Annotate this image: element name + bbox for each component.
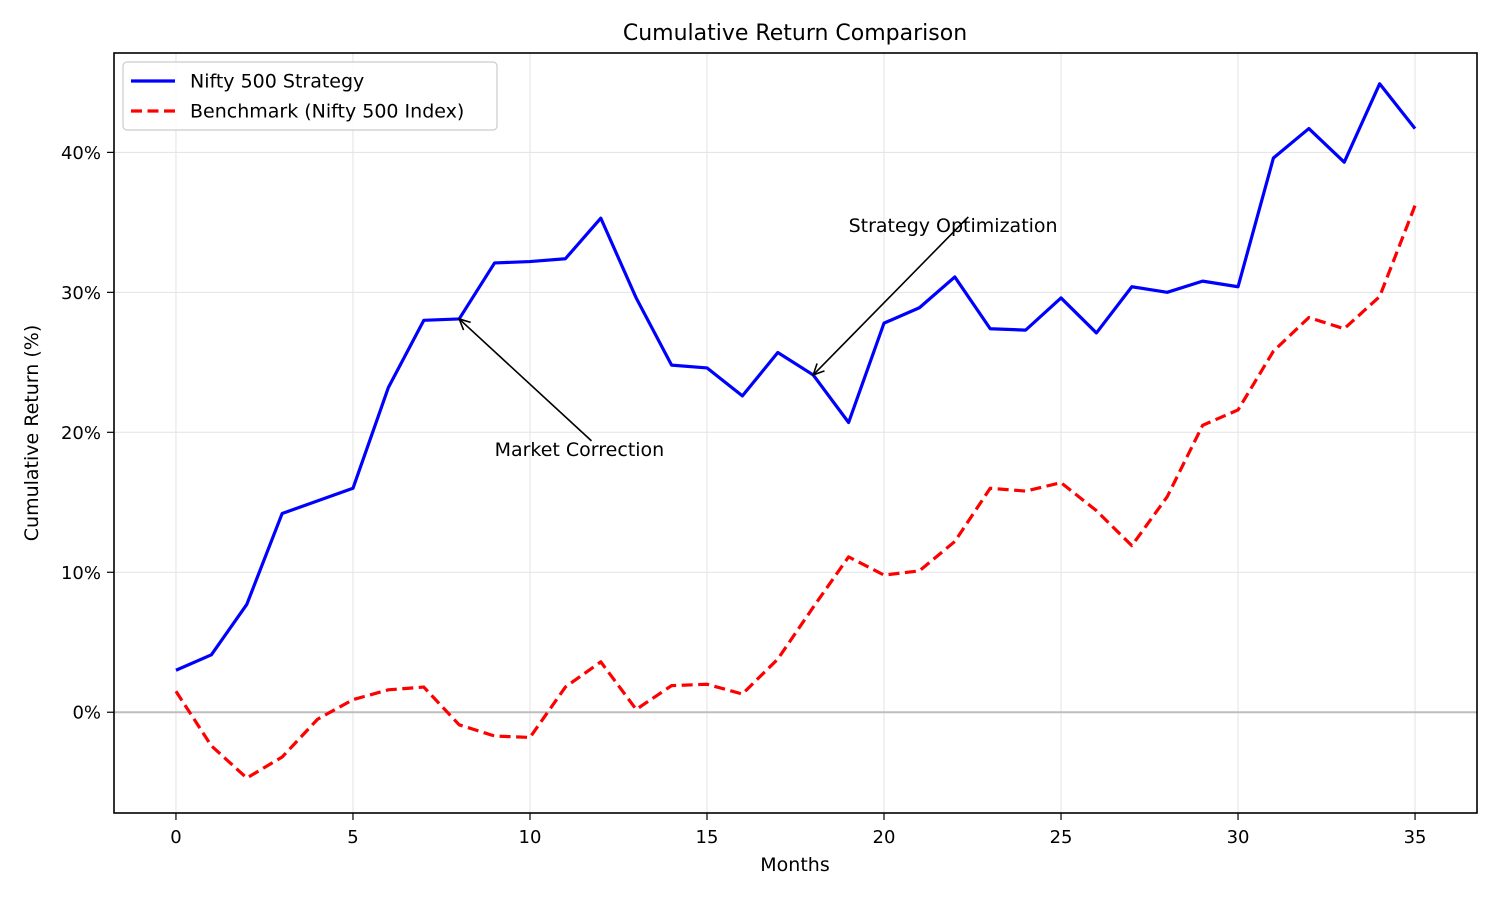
market-correction-annotation: Market Correction (495, 439, 665, 461)
strategy-optimization-annotation: Strategy Optimization (849, 215, 1058, 237)
strategy-optimization-arrow-head (811, 363, 825, 377)
market-correction-arrow-line (458, 318, 593, 442)
benchmark-legend-label: Benchmark (Nifty 500 Index) (190, 101, 464, 123)
y-axis-label: Cumulative Return (%) (21, 325, 43, 541)
x-tick-label: 15 (696, 827, 719, 848)
x-tick-label: 10 (519, 827, 542, 848)
strategy-legend-label: Nifty 500 Strategy (190, 71, 364, 93)
y-tick-label: 30% (61, 283, 101, 304)
x-tick-label: 20 (873, 827, 896, 848)
market-correction-arrow-head (457, 317, 471, 331)
annotations: Market Correction Strategy Optimization (457, 215, 1058, 461)
strategy-series-line (175, 82, 1417, 672)
x-tick-label: 5 (347, 827, 358, 848)
x-axis-ticks: 0 5 10 15 20 25 30 35 (170, 813, 1426, 848)
x-tick-label: 35 (1404, 827, 1427, 848)
y-tick-label: 0% (72, 703, 101, 724)
plot-frame (113, 52, 1478, 814)
legend-box (122, 61, 498, 131)
y-tick-label: 20% (61, 423, 101, 444)
legend: Nifty 500 Strategy Benchmark (Nifty 500 I… (122, 61, 498, 131)
strategy-optimization-arrow-line (812, 216, 969, 376)
x-tick-label: 25 (1050, 827, 1073, 848)
series-layer (174, 82, 1417, 780)
x-tick-label: 30 (1227, 827, 1250, 848)
x-tick-label: 0 (170, 827, 181, 848)
x-axis-label: Months (760, 854, 829, 876)
chart-title: Cumulative Return Comparison (623, 21, 967, 46)
benchmark-series-line (174, 204, 1417, 780)
y-axis-ticks: 0% 10% 20% 30% 40% (61, 143, 114, 724)
y-tick-label: 40% (61, 143, 101, 164)
y-tick-label: 10% (61, 563, 101, 584)
